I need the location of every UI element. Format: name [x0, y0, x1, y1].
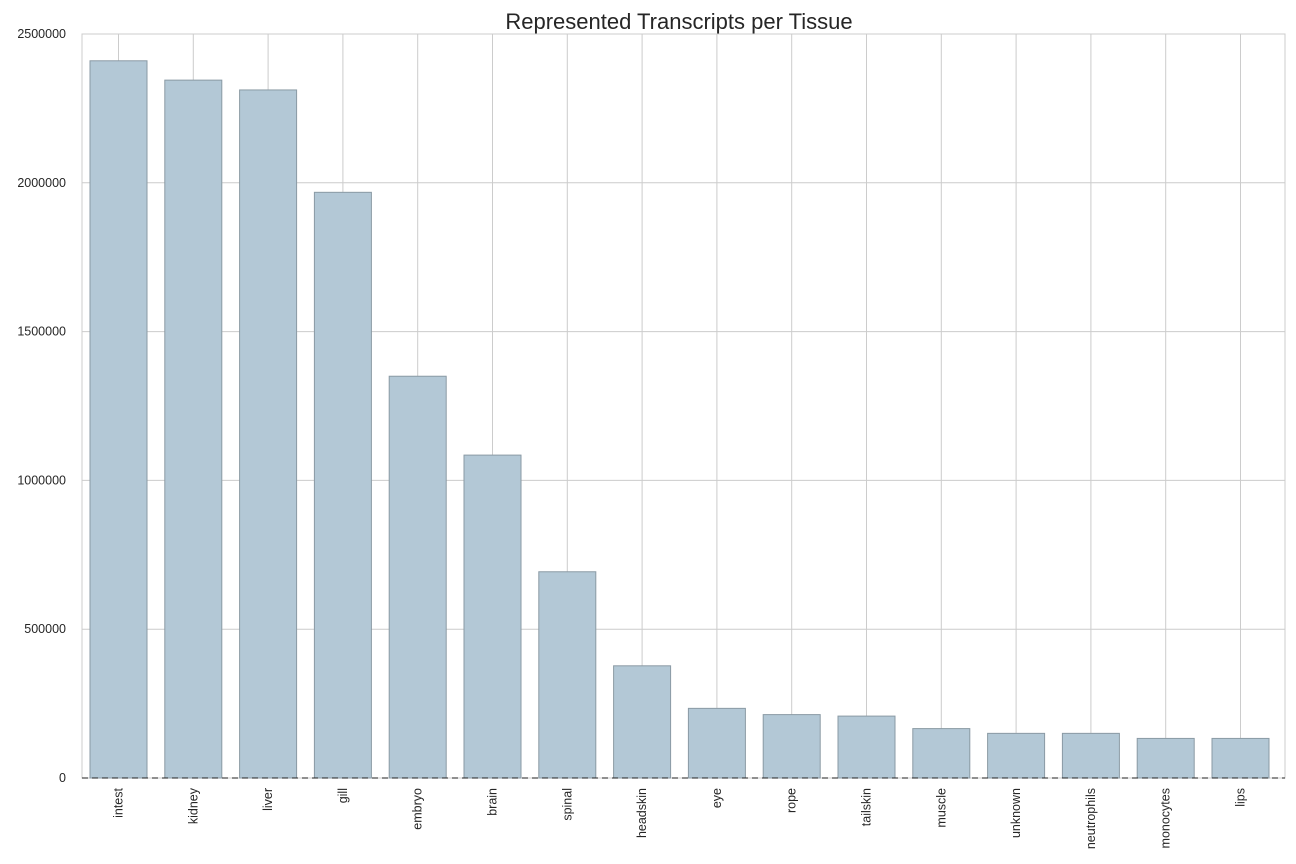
bar-lips: [1211, 737, 1270, 779]
bar-liver: [239, 89, 298, 779]
x-tick-label: intest: [112, 787, 126, 817]
y-axis-ticks: 0 500000 1000000 1500000 2000000 2500000: [17, 27, 66, 785]
x-tick-label: monocytes: [1159, 788, 1173, 848]
x-tick-label: embryo: [411, 788, 425, 830]
bar-monocytes: [1136, 737, 1195, 779]
x-tick-label: tailskin: [860, 788, 874, 826]
x-tick-label: unknown: [1009, 788, 1023, 838]
y-tick-label: 1500000: [17, 325, 66, 339]
bar-intest: [89, 60, 148, 779]
x-tick-label: kidney: [186, 787, 200, 824]
x-tick-label: headskin: [635, 788, 649, 838]
bar-unknown: [987, 732, 1046, 779]
bar-neutrophils: [1061, 732, 1120, 779]
bar-rope: [762, 714, 821, 779]
x-tick-label: lips: [1234, 788, 1248, 807]
y-tick-label: 2000000: [17, 176, 66, 190]
y-tick-label: 1000000: [17, 473, 66, 487]
bar-spinal: [538, 571, 597, 779]
bar-gill: [313, 191, 372, 779]
chart-title: Represented Transcripts per Tissue: [505, 9, 852, 34]
x-tick-label: liver: [261, 788, 275, 811]
x-tick-label: eye: [710, 788, 724, 808]
x-tick-label: brain: [486, 788, 500, 816]
y-tick-label: 2500000: [17, 27, 66, 41]
bar-muscle: [912, 728, 971, 779]
x-tick-label: gill: [336, 788, 350, 803]
bar-tailskin: [837, 715, 896, 779]
x-tick-label: rope: [785, 788, 799, 813]
x-axis-ticks: intest kidney liver gill embryo brain spinal he…: [112, 787, 1248, 849]
y-tick-label: 0: [59, 771, 66, 785]
bar-kidney: [164, 79, 223, 779]
x-tick-label: neutrophils: [1084, 788, 1098, 849]
bars: [89, 60, 1270, 779]
y-tick-label: 500000: [24, 622, 66, 636]
bar-eye: [687, 707, 746, 779]
x-tick-label: muscle: [934, 788, 948, 828]
bar-headskin: [613, 665, 672, 779]
bar-brain: [463, 454, 522, 779]
x-tick-label: spinal: [560, 788, 574, 821]
bar-embryo: [388, 375, 447, 779]
